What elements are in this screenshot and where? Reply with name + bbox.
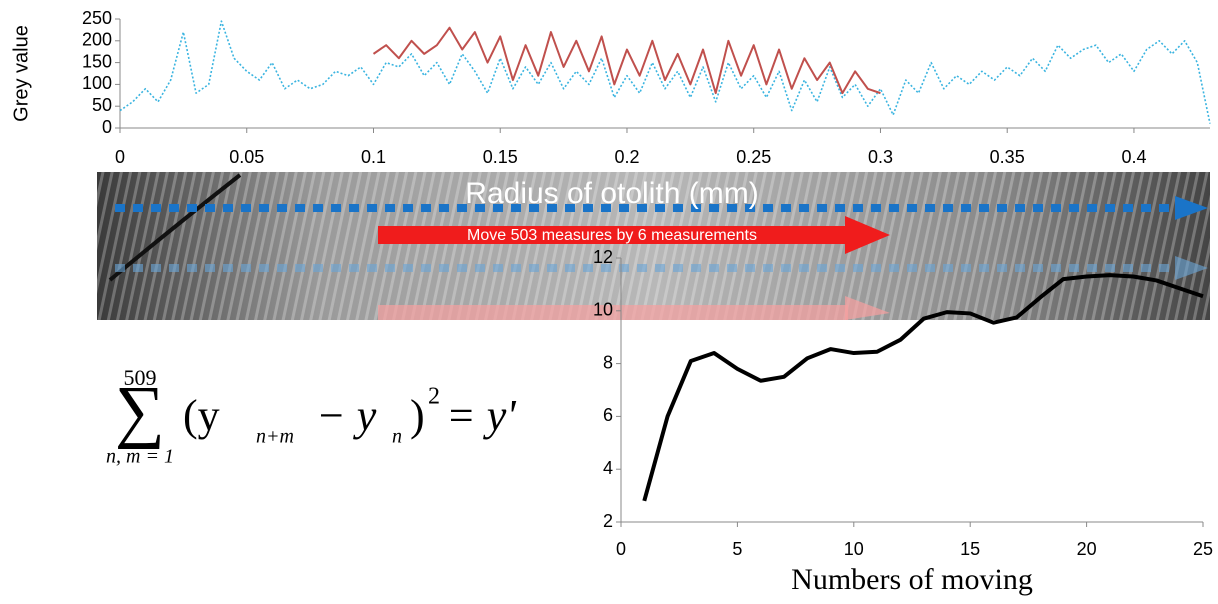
sum-upper: 509 (124, 365, 157, 390)
y-axis-label: Grey value (10, 25, 32, 122)
series-line (372, 26, 881, 95)
x-tick-label: 0.4 (1121, 147, 1146, 167)
x-axis-label: Numbers of moving (791, 563, 1033, 596)
otolith-texture (97, 172, 1210, 320)
formula-minus: − y (316, 391, 377, 440)
x-tick-label: 0.1 (361, 147, 386, 167)
x-tick-label: 0.15 (483, 147, 518, 167)
series-line (642, 273, 1204, 502)
formula: 509 ∑ n, m = 1 (y n+m − y n ) 2 = y' (106, 365, 517, 468)
x-tick-label: 0.35 (990, 147, 1025, 167)
x-tick-label: 0.05 (229, 147, 264, 167)
x-tick-label: 20 (1077, 539, 1097, 559)
x-tick-label: 10 (844, 539, 864, 559)
arrow-label: Move 503 measures by 6 measurements (467, 227, 757, 244)
formula-open: (y (183, 391, 220, 440)
move-arrow-head (845, 216, 890, 254)
y-tick-label: 8 (603, 352, 613, 372)
formula-power: 2 (428, 384, 440, 410)
arrow-head (1175, 196, 1208, 220)
arrow-head-faded (1175, 256, 1208, 280)
move-arrow (378, 226, 848, 244)
move-arrow-head-faded (845, 296, 890, 320)
otolith-image: Radius of otolith (mm) Move 503 measures… (97, 172, 1210, 320)
x-tick-label: 0.25 (736, 147, 771, 167)
series-line (119, 20, 1211, 124)
move-arrow-faded (378, 305, 848, 320)
y-tick-label: 6 (603, 405, 613, 425)
y-tick-label: 250 (82, 8, 112, 28)
formula-close: ) (410, 391, 425, 440)
sum-symbol: ∑ (115, 373, 165, 450)
y-tick-label: 200 (82, 30, 112, 50)
y-tick-label: 4 (603, 458, 613, 478)
x-tick-label: 5 (732, 539, 742, 559)
band-title: Radius of otolith (mm) (465, 177, 758, 210)
x-tick-label: 0 (115, 147, 125, 167)
x-tick-label: 0 (616, 539, 626, 559)
formula-sub1: n+m (256, 426, 294, 448)
y-tick-label: 12 (593, 247, 613, 267)
x-tick-label: 25 (1193, 539, 1213, 559)
x-tick-label: 0.2 (614, 147, 639, 167)
y-tick-label: 50 (92, 95, 112, 115)
y-tick-label: 0 (102, 117, 112, 137)
y-tick-label: 100 (82, 73, 112, 93)
x-tick-label: 0.3 (868, 147, 893, 167)
formula-rhs: = y' (446, 391, 517, 440)
y-tick-label: 150 (82, 51, 112, 71)
x-tick-label: 15 (960, 539, 980, 559)
y-tick-label: 10 (593, 300, 613, 320)
sum-lower: n, m = 1 (106, 446, 174, 468)
formula-sub2: n (392, 426, 402, 448)
y-tick-label: 2 (603, 511, 613, 531)
chart: 2 4 6 8 10 12 0 5 10 15 20 25 Numbers of moving (593, 247, 1213, 596)
